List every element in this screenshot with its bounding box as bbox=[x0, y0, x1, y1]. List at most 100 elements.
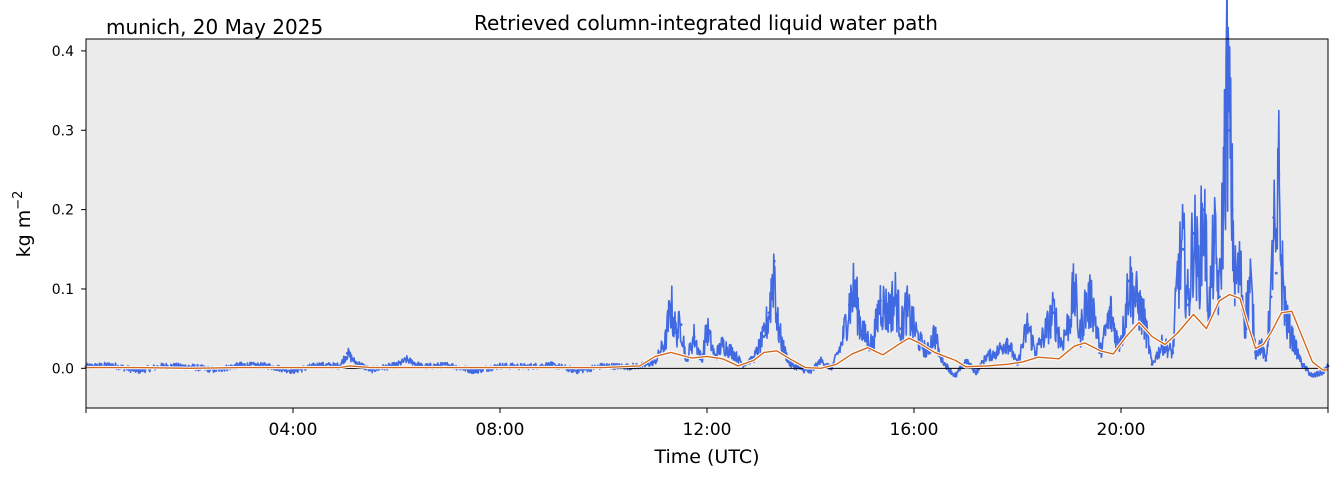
raw-point bbox=[1285, 319, 1288, 323]
raw-point bbox=[847, 303, 851, 307]
raw-point bbox=[679, 323, 683, 327]
raw-point bbox=[780, 343, 784, 346]
raw-point bbox=[775, 319, 779, 323]
raw-point bbox=[964, 358, 968, 362]
raw-point bbox=[1230, 208, 1234, 212]
raw-point bbox=[762, 335, 766, 338]
raw-point bbox=[1176, 271, 1180, 275]
raw-point bbox=[1277, 172, 1281, 176]
raw-point bbox=[1052, 311, 1056, 315]
raw-point bbox=[933, 331, 937, 335]
raw-point bbox=[1109, 311, 1113, 315]
raw-point bbox=[1135, 299, 1138, 303]
raw-point bbox=[353, 360, 357, 364]
y-tick-label: 0.3 bbox=[52, 123, 74, 139]
raw-point bbox=[1073, 287, 1076, 291]
raw-point bbox=[1026, 323, 1030, 327]
raw-point bbox=[840, 343, 843, 346]
raw-point bbox=[1171, 351, 1175, 354]
x-tick-label: 04:00 bbox=[269, 420, 318, 440]
raw-point bbox=[684, 358, 688, 362]
raw-point bbox=[674, 331, 678, 335]
raw-point bbox=[1091, 299, 1094, 303]
raw-point bbox=[1212, 239, 1216, 243]
raw-point bbox=[1225, 77, 1229, 81]
raw-point bbox=[291, 369, 295, 373]
raw-point bbox=[974, 370, 978, 374]
raw-point bbox=[1122, 327, 1125, 331]
raw-point bbox=[405, 358, 409, 361]
raw-point bbox=[1228, 128, 1232, 132]
raw-point bbox=[1127, 279, 1131, 283]
raw-point bbox=[1269, 295, 1273, 299]
x-tick-label: 12:00 bbox=[683, 420, 732, 440]
raw-point bbox=[1067, 319, 1071, 323]
raw-point bbox=[910, 319, 913, 323]
y-tick-label: 0.0 bbox=[52, 361, 74, 377]
raw-point bbox=[472, 369, 476, 373]
chart-title: Retrieved column-integrated liquid water… bbox=[474, 11, 938, 35]
raw-point bbox=[871, 343, 874, 346]
raw-point bbox=[705, 327, 709, 331]
y-axis-label: kg m−2 bbox=[11, 191, 35, 258]
raw-point bbox=[664, 339, 667, 342]
raw-point bbox=[819, 358, 823, 362]
x-axis-label: Time (UTC) bbox=[653, 446, 759, 468]
raw-point bbox=[653, 360, 657, 364]
raw-point bbox=[1217, 295, 1221, 299]
raw-point bbox=[1186, 303, 1190, 307]
y-tick-label: 0.4 bbox=[52, 44, 74, 60]
raw-point bbox=[954, 374, 957, 378]
x-tick-label: 08:00 bbox=[476, 420, 525, 440]
raw-point bbox=[1300, 362, 1304, 366]
raw-point bbox=[1142, 319, 1146, 323]
raw-point bbox=[731, 351, 735, 354]
raw-point bbox=[925, 351, 929, 354]
raw-point bbox=[886, 311, 890, 315]
raw-point bbox=[1181, 247, 1185, 251]
raw-point bbox=[788, 362, 792, 366]
x-axis: 04:00 08:00 12:00 16:00 20:00 bbox=[85, 408, 1329, 440]
y-axis: 0.0 0.1 0.2 0.3 0.4 bbox=[52, 44, 86, 377]
raw-point bbox=[136, 369, 140, 373]
raw-point bbox=[1274, 271, 1278, 275]
y-tick-label: 0.1 bbox=[52, 282, 74, 298]
raw-point bbox=[853, 287, 856, 291]
raw-point bbox=[1272, 216, 1276, 219]
raw-point bbox=[1192, 232, 1195, 235]
y-axis-label-text: kg m bbox=[13, 210, 35, 258]
raw-point bbox=[1078, 335, 1081, 338]
raw-point bbox=[1248, 279, 1252, 283]
raw-point bbox=[1202, 208, 1206, 212]
raw-point bbox=[943, 362, 947, 366]
raw-point bbox=[772, 259, 776, 263]
raw-point bbox=[1005, 339, 1009, 342]
smoothed-series bbox=[86, 292, 1328, 372]
raw-point bbox=[1060, 343, 1063, 346]
raw-point bbox=[1238, 271, 1242, 275]
y-axis-label-exponent: −2 bbox=[11, 191, 26, 210]
raw-point bbox=[1207, 311, 1211, 315]
raw-point bbox=[1311, 374, 1314, 378]
raw-point bbox=[899, 327, 903, 331]
raw-point bbox=[894, 295, 898, 299]
raw-point bbox=[700, 358, 704, 362]
x-tick-label: 16:00 bbox=[890, 420, 939, 440]
raw-point bbox=[721, 343, 724, 346]
raw-point bbox=[1280, 263, 1283, 267]
plot-background bbox=[86, 39, 1328, 408]
raw-point bbox=[669, 303, 673, 307]
raw-point bbox=[1041, 335, 1045, 338]
x-tick-label: 20:00 bbox=[1097, 420, 1146, 440]
raw-point bbox=[858, 319, 862, 323]
raw-point bbox=[576, 369, 580, 373]
raw-point bbox=[1197, 271, 1201, 275]
raw-point bbox=[345, 351, 349, 355]
raw-point bbox=[1233, 279, 1237, 283]
smoothed-trace bbox=[86, 293, 1328, 371]
y-tick-label: 0.2 bbox=[52, 203, 74, 219]
raw-point bbox=[767, 311, 771, 315]
raw-point bbox=[692, 335, 696, 338]
raw-point bbox=[863, 335, 867, 338]
